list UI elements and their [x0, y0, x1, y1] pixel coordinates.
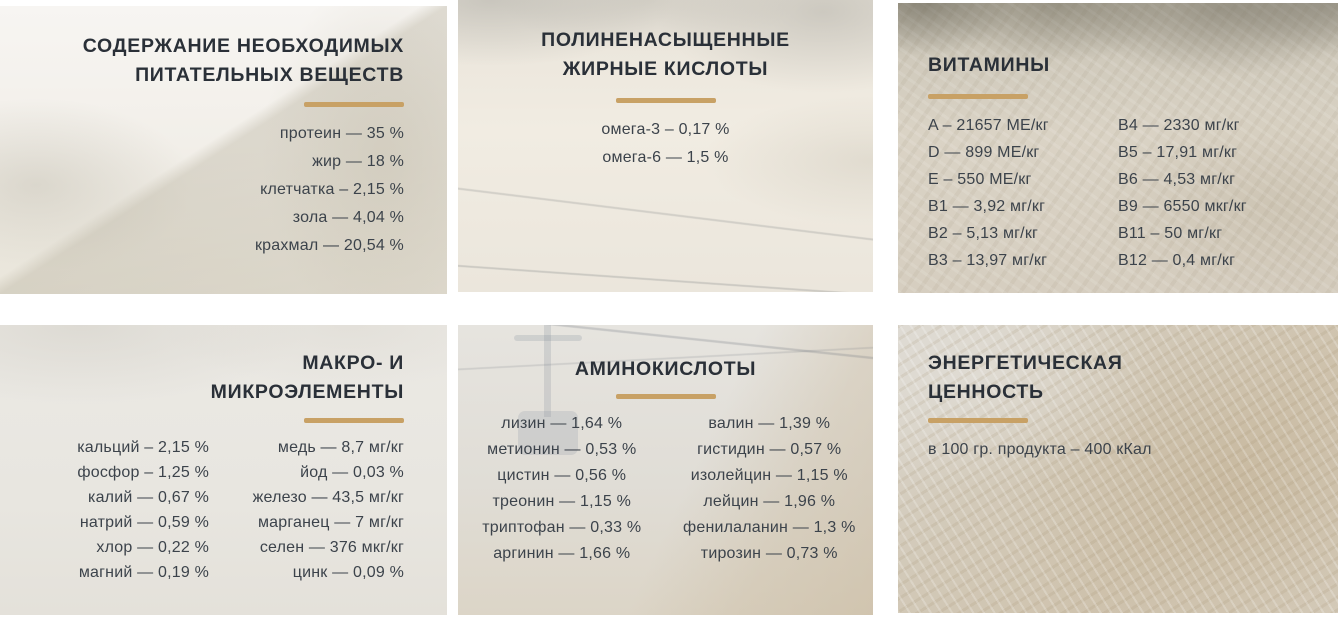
list-item: изолейцин — 1,15 % — [690, 467, 848, 484]
title-line: ЭНЕРГЕТИЧЕСКАЯ — [928, 352, 1123, 374]
list-item: метионин — 0,53 % — [487, 441, 637, 458]
list-item: жир — 18 % — [312, 153, 404, 170]
list-item: протеин — 35 % — [279, 125, 404, 142]
list-item: E – 550 МЕ/кг — [928, 171, 1032, 188]
list-item: цинк — 0,09 % — [292, 564, 404, 581]
list-item: B3 – 13,97 мг/кг — [928, 252, 1048, 269]
accent-divider — [615, 394, 716, 399]
minerals-columns: кальций – 2,15 % фосфор – 1,25 % калий —… — [0, 435, 404, 585]
vitamins-columns: A – 21657 МЕ/кг D — 899 МЕ/кг E – 550 МЕ… — [928, 112, 1338, 274]
list-item: цистин — 0,56 % — [497, 467, 627, 484]
amino-acids-column-1: лизин — 1,64 % метионин — 0,53 % цистин … — [458, 411, 666, 567]
mountain-ridge-photo-background — [458, 0, 873, 292]
mountain-photo-background — [0, 6, 447, 294]
card-minerals-title: МАКРО- И МИКРОЭЛЕМЕНТЫ — [0, 349, 404, 407]
accent-divider — [304, 418, 404, 423]
list-item: омега-3 – 0,17 % — [601, 121, 730, 138]
list-item: триптофан — 0,33 % — [482, 519, 642, 536]
list-item: кальций – 2,15 % — [77, 439, 209, 456]
vitamins-column-2: B4 — 2330 мг/кг B5 – 17,91 мг/кг B6 — 4,… — [1118, 112, 1247, 274]
list-item: йод — 0,03 % — [300, 464, 404, 481]
card-vitamins: ВИТАМИНЫ A – 21657 МЕ/кг D — 899 МЕ/кг E… — [898, 3, 1338, 293]
list-item: B1 — 3,92 мг/кг — [928, 198, 1046, 215]
list-item: B12 — 0,4 мг/кг — [1118, 252, 1236, 269]
title-line: МАКРО- И — [302, 352, 404, 374]
cable-car-photo-background — [458, 325, 873, 615]
list-item: лизин — 1,64 % — [501, 415, 623, 432]
title-line: ЦЕННОСТЬ — [928, 381, 1044, 403]
list-item: хлор — 0,22 % — [96, 539, 209, 556]
minerals-column-2: медь — 8,7 мг/кг йод — 0,03 % железо — 4… — [209, 435, 404, 585]
card-minerals: МАКРО- И МИКРОЭЛЕМЕНТЫ кальций – 2,15 % … — [0, 325, 447, 615]
list-item: валин — 1,39 % — [708, 415, 831, 432]
list-item: фосфор – 1,25 % — [77, 464, 209, 481]
card-amino-acids-title: АМИНОКИСЛОТЫ — [574, 358, 757, 380]
cable-car-post-silhouette — [544, 325, 551, 417]
list-item: B2 – 5,13 мг/кг — [928, 225, 1039, 242]
list-item: B9 — 6550 мкг/кг — [1118, 198, 1247, 215]
nutrients-list: протеин — 35 % жир — 18 % клетчатка – 2,… — [0, 120, 404, 260]
energy-value-text: в 100 гр. продукта – 400 кКал — [928, 441, 1152, 458]
card-energy-value: ЭНЕРГЕТИЧЕСКАЯ ЦЕННОСТЬ в 100 гр. продук… — [898, 325, 1338, 613]
list-item: медь — 8,7 мг/кг — [277, 439, 404, 456]
list-item: B6 — 4,53 мг/кг — [1118, 171, 1236, 188]
list-item: фенилаланин — 1,3 % — [682, 519, 856, 536]
pine-branches-photo-background — [898, 3, 1338, 293]
amino-acids-column-2: валин — 1,39 % гистидин — 0,57 % изолейц… — [666, 411, 874, 567]
list-item: магний — 0,19 % — [78, 564, 209, 581]
list-item: клетчатка – 2,15 % — [260, 181, 404, 198]
card-vitamins-title: ВИТАМИНЫ — [928, 54, 1050, 76]
accent-divider — [304, 102, 404, 107]
list-item: B11 – 50 мг/кг — [1118, 225, 1223, 242]
dry-grass-photo-background — [898, 325, 1338, 613]
list-item: D — 899 МЕ/кг — [928, 144, 1040, 161]
title-line: ЖИРНЫЕ КИСЛОТЫ — [562, 58, 769, 80]
accent-divider — [928, 94, 1028, 99]
title-line: СОДЕРЖАНИЕ НЕОБХОДИМЫХ — [82, 35, 404, 57]
list-item: B4 — 2330 мг/кг — [1118, 117, 1240, 134]
list-item: марганец — 7 мг/кг — [257, 514, 404, 531]
accent-divider — [615, 98, 716, 103]
list-item: гистидин — 0,57 % — [697, 441, 842, 458]
list-item: зола — 4,04 % — [292, 209, 404, 226]
title-line: ПИТАТЕЛЬНЫХ ВЕЩЕСТВ — [135, 64, 404, 86]
card-energy-value-title: ЭНЕРГЕТИЧЕСКАЯ ЦЕННОСТЬ — [928, 349, 1338, 407]
cable-car-cabin-silhouette — [518, 411, 578, 455]
card-fatty-acids: ПОЛИНЕНАСЫЩЕННЫЕ ЖИРНЫЕ КИСЛОТЫ омега-3 … — [458, 0, 873, 292]
minerals-column-1: кальций – 2,15 % фосфор – 1,25 % калий —… — [77, 435, 209, 585]
title-line: МИКРОЭЛЕМЕНТЫ — [210, 381, 404, 403]
list-item: железо — 43,5 мг/кг — [252, 489, 404, 506]
list-item: B5 – 17,91 мг/кг — [1118, 144, 1238, 161]
list-item: A – 21657 МЕ/кг — [928, 117, 1049, 134]
list-item: селен — 376 мкг/кг — [259, 539, 404, 556]
amino-acids-columns: лизин — 1,64 % метионин — 0,53 % цистин … — [458, 411, 873, 567]
card-amino-acids: АМИНОКИСЛОТЫ лизин — 1,64 % метионин — 0… — [458, 325, 873, 615]
list-item: калий — 0,67 % — [88, 489, 209, 506]
list-item: аргинин — 1,66 % — [493, 545, 631, 562]
card-nutrients: СОДЕРЖАНИЕ НЕОБХОДИМЫХ ПИТАТЕЛЬНЫХ ВЕЩЕС… — [0, 6, 447, 294]
list-item: омега-6 — 1,5 % — [602, 149, 729, 166]
card-fatty-acids-title: ПОЛИНЕНАСЫЩЕННЫЕ ЖИРНЫЕ КИСЛОТЫ — [458, 26, 873, 84]
fatty-acids-list: омега-3 – 0,17 % омега-6 — 1,5 % — [458, 116, 873, 172]
list-item: лейцин — 1,96 % — [703, 493, 836, 510]
cable-car-arm-silhouette — [514, 335, 582, 341]
list-item: крахмал — 20,54 % — [254, 237, 404, 254]
pale-mountain-photo-background — [0, 325, 447, 615]
list-item: натрий — 0,59 % — [79, 514, 209, 531]
vitamins-column-1: A – 21657 МЕ/кг D — 899 МЕ/кг E – 550 МЕ… — [928, 112, 1118, 274]
accent-divider — [928, 418, 1028, 423]
list-item: треонин — 1,15 % — [492, 493, 632, 510]
card-nutrients-title: СОДЕРЖАНИЕ НЕОБХОДИМЫХ ПИТАТЕЛЬНЫХ ВЕЩЕС… — [0, 32, 404, 90]
list-item: тирозин — 0,73 % — [700, 545, 838, 562]
title-line: ПОЛИНЕНАСЫЩЕННЫЕ — [541, 29, 790, 51]
